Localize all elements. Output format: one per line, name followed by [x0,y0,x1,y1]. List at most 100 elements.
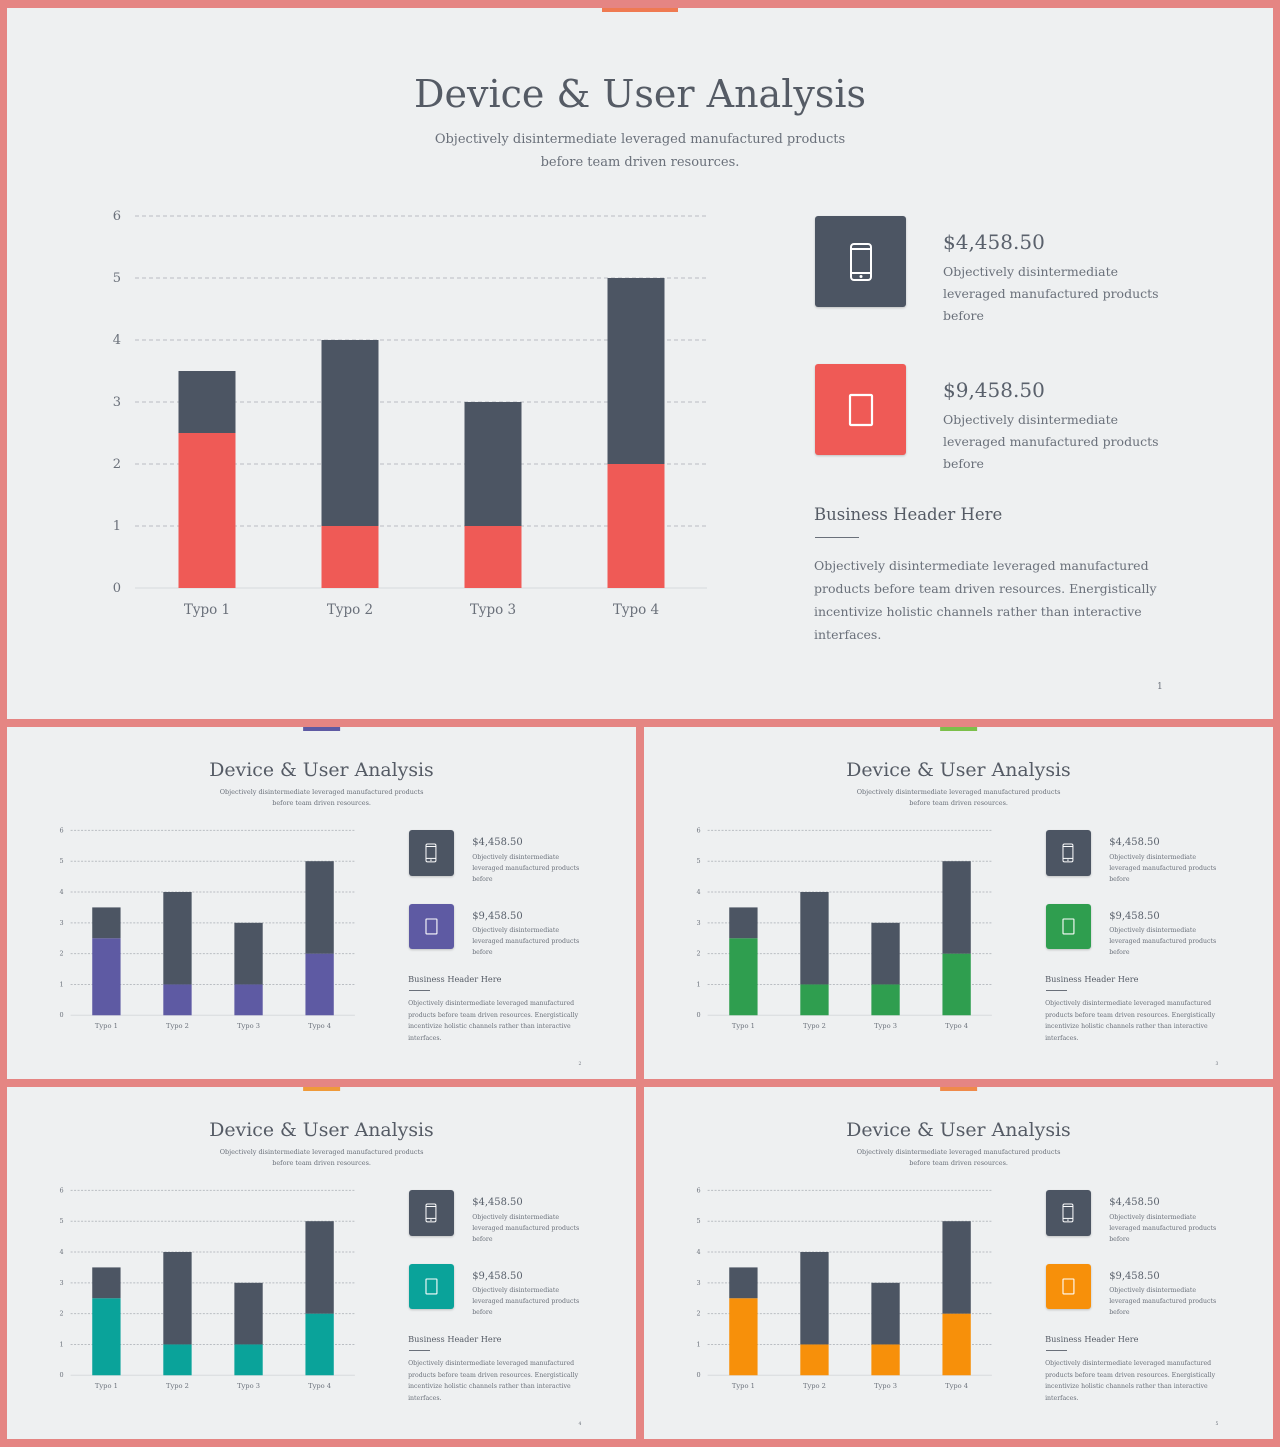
bar-segment-1-1 [729,938,758,1016]
y-tick-label: 3 [113,395,121,410]
x-tick-label: Typo 2 [166,1022,189,1030]
bar-chart: 0 1 2 3 4 5 6 Typo 1 Typo 2 Typo 3 Typo 4 [60,826,355,1030]
bar-segment-1-3 [871,1344,900,1376]
bar-segment-1-4 [942,953,971,1016]
page-number: 5 [1215,1421,1219,1427]
bar-segment-1-3 [234,1344,263,1376]
slide-1[interactable]: Device & User Analysis Objectively disint… [7,8,1273,719]
tablet-icon [425,918,438,935]
bar-segment-1-1 [729,1298,758,1376]
card-description: Objectively disintermediate leveraged ma… [472,1213,580,1243]
business-header: Business Header Here [1045,974,1139,984]
x-tick-label: Typo 2 [803,1382,826,1390]
x-tick-label: Typo 3 [470,602,516,618]
business-body: Objectively disintermediate leveraged ma… [1045,1000,1216,1042]
tablet-card-icon [815,364,906,455]
bar-segment-1-1 [178,433,236,588]
business-header-underline [1045,1349,1068,1351]
bar-chart: 0 1 2 3 4 5 6 Typo 1 Typo 2 Typo 3 Typo 4 [113,209,707,618]
y-tick-label: 1 [113,519,121,534]
slide-subtitle: Objectively disintermediate leveraged ma… [219,1147,424,1168]
card-description: Objectively disintermediate leveraged ma… [1109,927,1217,957]
tablet-icon [1062,918,1075,935]
page-number: 2 [578,1061,582,1067]
business-header-underline [408,1349,431,1351]
y-tick-label: 0 [60,1371,64,1379]
bar-segment-1-4 [305,1313,334,1376]
card-price: $4,458.50 [472,837,523,849]
tablet-card-icon [1045,1263,1091,1310]
card-price: $9,458.50 [1109,1270,1160,1282]
slide-subtitle: Objectively disintermediate leveraged ma… [219,787,424,808]
x-tick-label: Typo 4 [308,1022,331,1030]
card-description: Objectively disintermediate leveraged ma… [1109,853,1217,883]
business-header-underline [815,537,859,538]
smartphone-icon [425,1203,437,1223]
y-tick-label: 2 [60,1310,64,1318]
bar-segment-2-2 [321,340,379,526]
business-body: Objectively disintermediate leveraged ma… [1045,1360,1216,1402]
business-body: Objectively disintermediate leveraged ma… [814,558,1157,642]
slide-4[interactable]: Device & User Analysis Objectively disint… [7,1087,636,1439]
slide-2[interactable]: Device & User Analysis Objectively disint… [7,727,636,1079]
x-tick-label: Typo 1 [95,1382,118,1390]
slide-3[interactable]: Device & User Analysis Objectively disint… [644,727,1273,1079]
bar-segment-1-2 [800,1344,829,1376]
y-tick-label: 2 [60,950,64,958]
y-tick-label: 3 [697,1279,701,1287]
tablet-icon [1062,1278,1075,1295]
card-description: Objectively disintermediate leveraged ma… [943,412,1159,471]
x-tick-label: Typo 3 [237,1022,260,1030]
y-tick-label: 2 [113,457,121,472]
bar-segment-2-3 [464,402,522,526]
smartphone-card-icon [408,830,454,876]
card-price: $9,458.50 [472,910,523,922]
bar-segment-2-1 [729,907,758,939]
bar-segment-1-4 [305,953,334,1016]
x-tick-label: Typo 2 [803,1022,826,1030]
slide-subtitle: Objectively disintermediate leveraged ma… [856,787,1061,808]
slide-title: Device & User Analysis [209,1118,434,1141]
y-tick-label: 4 [60,1248,64,1256]
bar-segment-1-2 [163,984,192,1016]
bar-segment-2-4 [942,861,971,954]
y-tick-label: 0 [697,1011,701,1019]
card-description: Objectively disintermediate leveraged ma… [472,927,580,957]
bar-segment-1-2 [163,1344,192,1376]
business-header-underline [408,989,431,991]
smartphone-icon [849,242,872,281]
smartphone-card-icon [1045,1190,1091,1236]
slide-5[interactable]: Device & User Analysis Objectively disint… [644,1087,1273,1439]
y-tick-label: 5 [60,1217,64,1225]
y-tick-label: 0 [697,1371,701,1379]
slide-accent-bar [939,1087,978,1091]
y-tick-label: 4 [113,333,121,348]
smartphone-card-icon [1045,830,1091,876]
bar-chart: 0 1 2 3 4 5 6 Typo 1 Typo 2 Typo 3 Typo 4 [697,826,992,1030]
bar-segment-2-1 [729,1267,758,1299]
x-tick-label: Typo 1 [95,1022,118,1030]
y-tick-label: 6 [697,826,701,834]
y-tick-label: 3 [60,1279,64,1287]
bar-chart: 0 1 2 3 4 5 6 Typo 1 Typo 2 Typo 3 Typo 4 [60,1186,355,1390]
smartphone-icon [1062,843,1074,863]
business-body: Objectively disintermediate leveraged ma… [408,1360,579,1402]
card-price: $4,458.50 [472,1197,523,1209]
bar-segment-1-2 [321,526,379,588]
card-price: $4,458.50 [1109,1197,1160,1209]
business-body: Objectively disintermediate leveraged ma… [408,1000,579,1042]
x-tick-label: Typo 1 [732,1382,755,1390]
tablet-icon [425,1278,438,1295]
slide-accent-bar [602,8,678,12]
slide-accent-bar [302,727,341,731]
smartphone-card-icon [408,1190,454,1236]
bar-segment-1-1 [92,938,121,1016]
card-description: Objectively disintermediate leveraged ma… [1109,1287,1217,1317]
card-description: Objectively disintermediate leveraged ma… [472,853,580,883]
bar-segment-1-2 [800,984,829,1016]
x-tick-label: Typo 3 [874,1022,897,1030]
x-tick-label: Typo 3 [237,1382,260,1390]
bar-segment-2-4 [942,1221,971,1314]
bar-segment-2-2 [800,892,829,985]
y-tick-label: 1 [697,1340,701,1348]
